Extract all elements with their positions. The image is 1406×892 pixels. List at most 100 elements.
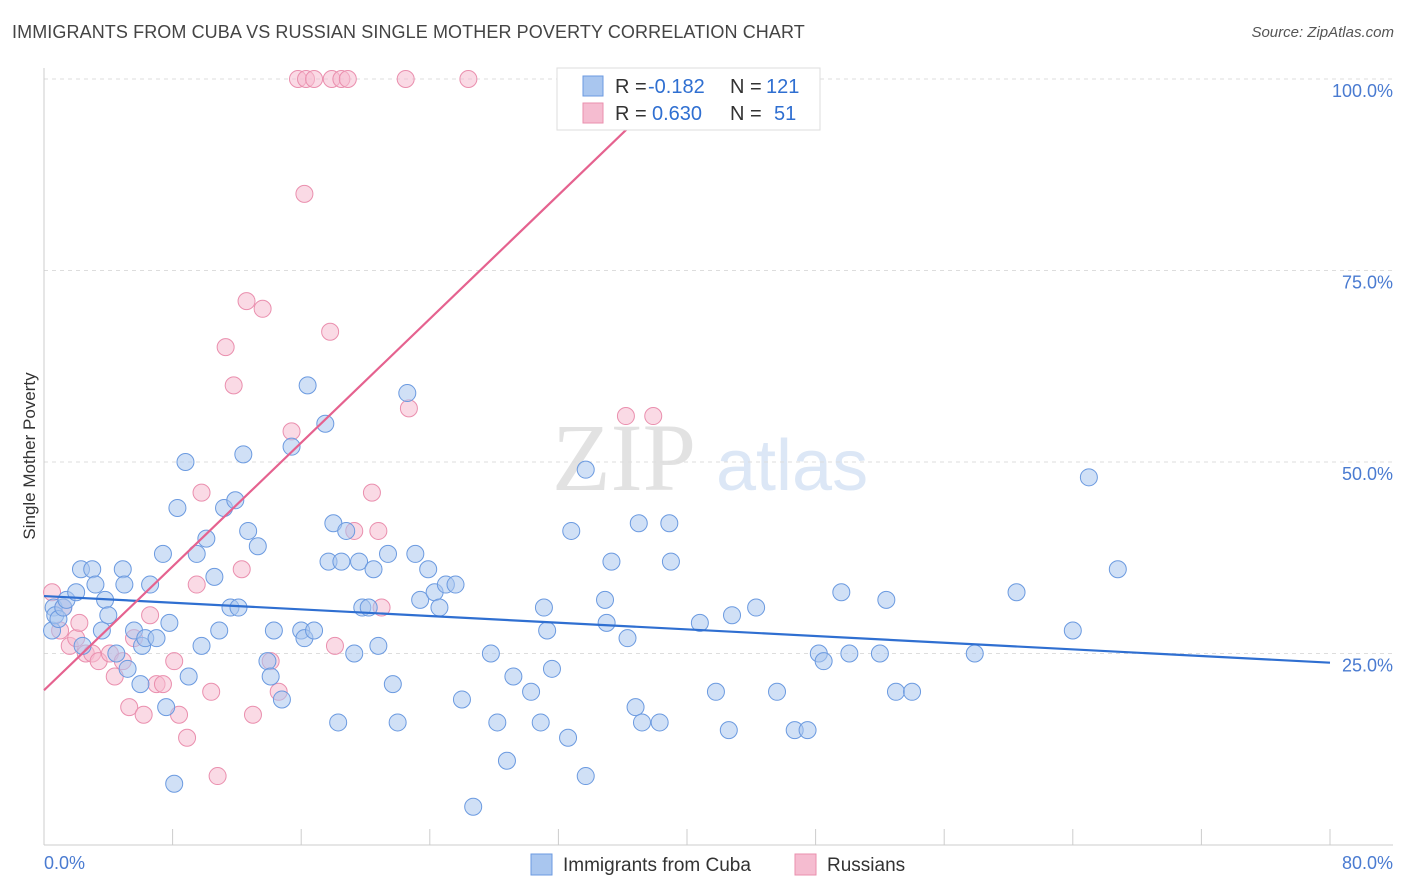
cuba-point xyxy=(531,713,550,732)
cuba-point xyxy=(345,644,364,663)
cuba-point xyxy=(337,521,356,540)
russians-point xyxy=(165,652,184,671)
y-axis-title: Single Mother Poverty xyxy=(20,372,39,540)
stats-legend-n-label-2: N = xyxy=(730,103,767,125)
stats-legend-blue-swatch xyxy=(582,75,604,97)
cuba-point xyxy=(205,567,224,586)
cuba-point xyxy=(411,590,430,609)
cuba-point xyxy=(661,552,680,571)
cuba-point xyxy=(160,613,179,632)
trend-lines xyxy=(43,78,1331,692)
russians-point xyxy=(178,728,197,747)
russians-point xyxy=(120,698,139,717)
cuba-point xyxy=(1063,621,1082,640)
cuba-point xyxy=(452,690,471,709)
cuba-point xyxy=(369,636,388,655)
russians-point xyxy=(70,613,89,632)
cuba-point xyxy=(168,498,187,517)
russians-point xyxy=(396,70,415,88)
russians-point xyxy=(141,606,160,625)
cuba-point xyxy=(522,682,541,701)
stats-legend: R = -0.182 N = 121 R = 0.630 N = 51 xyxy=(556,67,821,131)
cuba-point xyxy=(316,414,335,433)
russians-point xyxy=(153,675,172,694)
cuba-point xyxy=(903,682,922,701)
cuba-point xyxy=(388,713,407,732)
cuba-point xyxy=(383,675,402,694)
russians-point xyxy=(338,70,357,88)
russians-point xyxy=(325,636,344,655)
russians-point xyxy=(644,407,663,426)
stats-legend-r-value-2: 0.630 xyxy=(652,103,702,125)
cuba-point xyxy=(504,667,523,686)
stats-legend-n-value-1: 121 xyxy=(766,76,799,98)
cuba-point xyxy=(464,797,483,816)
cuba-point xyxy=(113,560,132,579)
y-tick-label: 100.0% xyxy=(1332,81,1393,101)
cuba-point xyxy=(626,698,645,717)
russians-point xyxy=(282,422,301,441)
cuba-point xyxy=(329,713,348,732)
russians-point xyxy=(224,376,243,395)
x-tick-label-min: 0.0% xyxy=(44,853,85,873)
cuba-point xyxy=(430,598,449,617)
cuba-point xyxy=(576,767,595,786)
cuba-point xyxy=(629,514,648,533)
cuba-point xyxy=(886,682,905,701)
y-tick-label: 50.0% xyxy=(1342,464,1393,484)
cuba-point xyxy=(660,514,679,533)
cuba-point xyxy=(406,544,425,563)
cuba-point xyxy=(488,713,507,732)
cuba-point xyxy=(350,552,369,571)
cuba-point xyxy=(538,621,557,640)
cuba-point xyxy=(210,621,229,640)
cuba-point xyxy=(248,537,267,556)
cuba-point xyxy=(379,544,398,563)
cuba-point xyxy=(115,575,134,594)
cuba-point xyxy=(877,590,896,609)
x-tick-label-max: 80.0% xyxy=(1342,853,1393,873)
russians-trend-line xyxy=(43,78,680,692)
cuba-point xyxy=(706,682,725,701)
russians-point xyxy=(295,184,314,203)
cuba-point xyxy=(1079,468,1098,487)
russians-point xyxy=(253,299,272,318)
cuba-point xyxy=(446,575,465,594)
cuba-point xyxy=(562,521,581,540)
stats-legend-n-label-1: N = xyxy=(730,76,767,98)
source-credit: Source: ZipAtlas.com xyxy=(1251,24,1394,41)
cuba-point xyxy=(832,583,851,602)
cuba-point xyxy=(419,560,438,579)
cuba-point xyxy=(618,629,637,648)
russians-point xyxy=(134,705,153,724)
russians-point xyxy=(369,521,388,540)
cuba-point xyxy=(965,644,984,663)
cuba-trend-line xyxy=(43,594,1331,664)
cuba-point xyxy=(179,667,198,686)
stats-legend-n-value-2: 51 xyxy=(774,103,796,125)
cuba-point xyxy=(840,644,859,663)
cuba-point xyxy=(107,644,126,663)
russians-point xyxy=(232,560,251,579)
russians-point xyxy=(459,70,478,88)
russians-point xyxy=(208,767,227,786)
cuba-point xyxy=(723,606,742,625)
cuba-point xyxy=(364,560,383,579)
cuba-point xyxy=(86,575,105,594)
stats-legend-pink-swatch xyxy=(582,102,604,124)
cuba-point xyxy=(282,437,301,456)
cuba-point xyxy=(118,659,137,678)
cuba-point xyxy=(576,460,595,479)
cuba-point xyxy=(398,384,417,403)
y-tick-label: 75.0% xyxy=(1342,273,1393,293)
russians-point xyxy=(616,407,635,426)
cuba-point xyxy=(650,713,669,732)
cuba-point xyxy=(234,445,253,464)
russians-point xyxy=(192,483,211,502)
cuba-point xyxy=(176,453,195,471)
cuba-point xyxy=(147,629,166,648)
cuba-point xyxy=(305,621,324,640)
cuba-point xyxy=(596,590,615,609)
chart-title: IMMIGRANTS FROM CUBA VS RUSSIAN SINGLE M… xyxy=(12,22,805,42)
cuba-point xyxy=(542,659,561,678)
